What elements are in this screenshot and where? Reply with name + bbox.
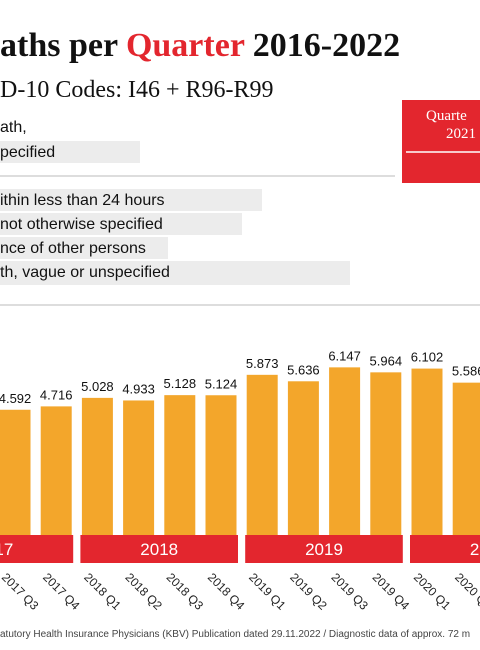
value-label: 5.028	[81, 379, 114, 394]
x-tick-label: 2019 Q2	[287, 570, 330, 613]
legend-text: nce of other persons	[0, 240, 146, 257]
bar	[123, 400, 155, 535]
bar	[81, 397, 113, 535]
legend-text: pecified	[0, 144, 55, 161]
bar	[246, 374, 278, 535]
value-label: 5.586	[452, 364, 480, 379]
x-tick-label: 2018 Q1	[81, 570, 124, 613]
year-band	[410, 535, 480, 563]
x-tick-label: 2019 Q3	[328, 570, 371, 613]
bar	[411, 368, 443, 535]
legend-text: not otherwise specified	[0, 216, 163, 233]
value-label: 4.933	[122, 381, 155, 396]
chart-title: aths per Quarter 2016-2022	[0, 27, 400, 64]
legend-bg	[0, 237, 168, 259]
x-tick-label: 2018 Q3	[164, 570, 207, 613]
bar	[40, 406, 72, 535]
year-band	[80, 535, 239, 563]
title-part: 2016-2022	[244, 27, 400, 64]
legend-bg	[0, 141, 140, 163]
legend-bg	[0, 189, 262, 211]
bar	[370, 372, 402, 535]
bar	[164, 395, 196, 535]
legend-text: ath,	[0, 119, 27, 136]
value-label: 5.128	[164, 376, 197, 391]
bar	[329, 367, 361, 535]
value-label: 4.716	[40, 387, 73, 402]
legend-bg	[0, 261, 350, 285]
x-tick-label: 2017 Q4	[40, 570, 83, 613]
bar	[452, 382, 480, 535]
year-label: 2017	[0, 540, 13, 559]
value-label: 5.873	[246, 356, 279, 371]
year-label: 2020	[470, 540, 480, 559]
year-label: 2018	[140, 540, 178, 559]
source: atutory Health Insurance Physicians (KBV…	[0, 629, 470, 640]
year-band	[245, 535, 403, 563]
x-tick-label: 2019 Q1	[246, 570, 289, 613]
value-label: 6.147	[328, 348, 361, 363]
year-band	[0, 535, 74, 563]
title-part: aths per	[0, 27, 126, 64]
badge	[402, 100, 480, 183]
legend-text: ithin less than 24 hours	[0, 192, 165, 209]
title-part: Quarter	[126, 27, 245, 64]
bar	[287, 381, 319, 535]
year-label: 2019	[305, 540, 343, 559]
bar	[205, 395, 237, 535]
subtitle: D-10 Codes: I46 + R96-R99	[0, 77, 274, 103]
value-label: 5.124	[205, 376, 238, 391]
value-label: 5.964	[370, 353, 403, 368]
legend-bg	[0, 213, 242, 235]
value-label: 6.102	[411, 350, 444, 365]
x-tick-label: 2018 Q2	[122, 570, 165, 613]
legend-text: th, vague or unspecified	[0, 264, 170, 281]
x-tick-label: 2020 Q2	[452, 570, 480, 613]
value-label: 5.636	[287, 362, 320, 377]
x-tick-label: 2019 Q4	[370, 570, 413, 613]
x-tick-label: 2017 Q3	[0, 570, 42, 613]
x-tick-label: 2020 Q1	[411, 570, 454, 613]
badge-text: Quarte	[426, 108, 467, 124]
bar	[0, 409, 31, 535]
value-label: 4.592	[0, 391, 31, 406]
badge-text: 2021	[446, 126, 476, 142]
x-tick-label: 2018 Q4	[205, 570, 248, 613]
